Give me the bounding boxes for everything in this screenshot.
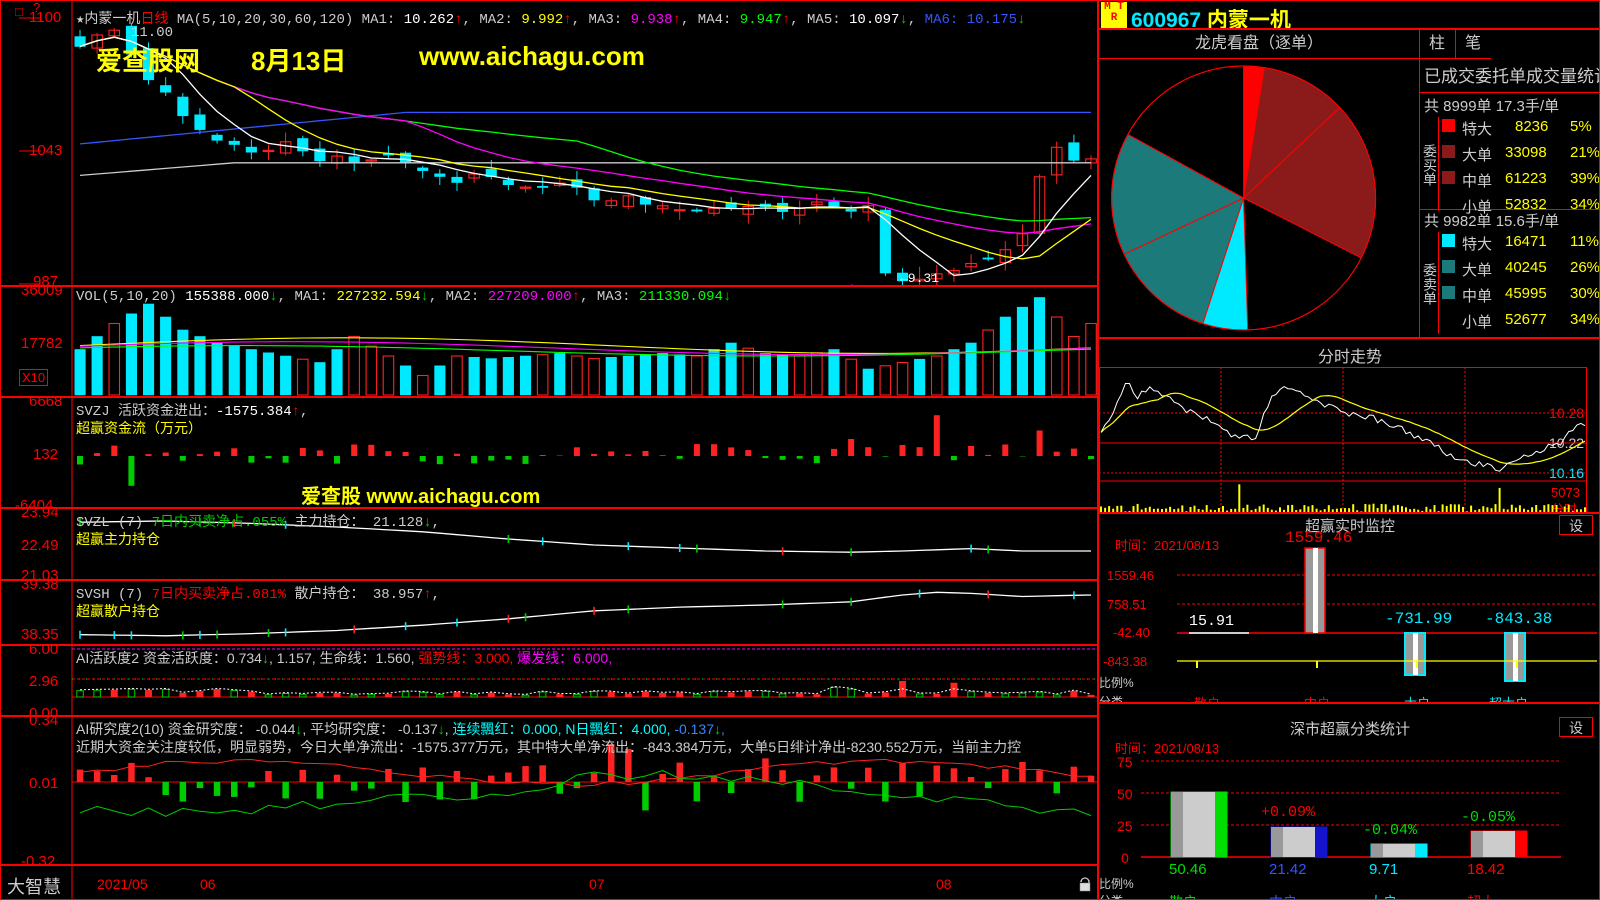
svg-text:-0.05%: -0.05% [1461,809,1516,826]
svg-text:-731.99: -731.99 [1385,610,1452,628]
svg-text:+0.09%: +0.09% [1261,804,1316,821]
svg-text:-843.38: -843.38 [1485,610,1552,628]
svg-text:15.91: 15.91 [1189,613,1234,630]
svg-text:1559.46: 1559.46 [1285,529,1352,547]
svg-text:-0.04%: -0.04% [1363,822,1418,839]
